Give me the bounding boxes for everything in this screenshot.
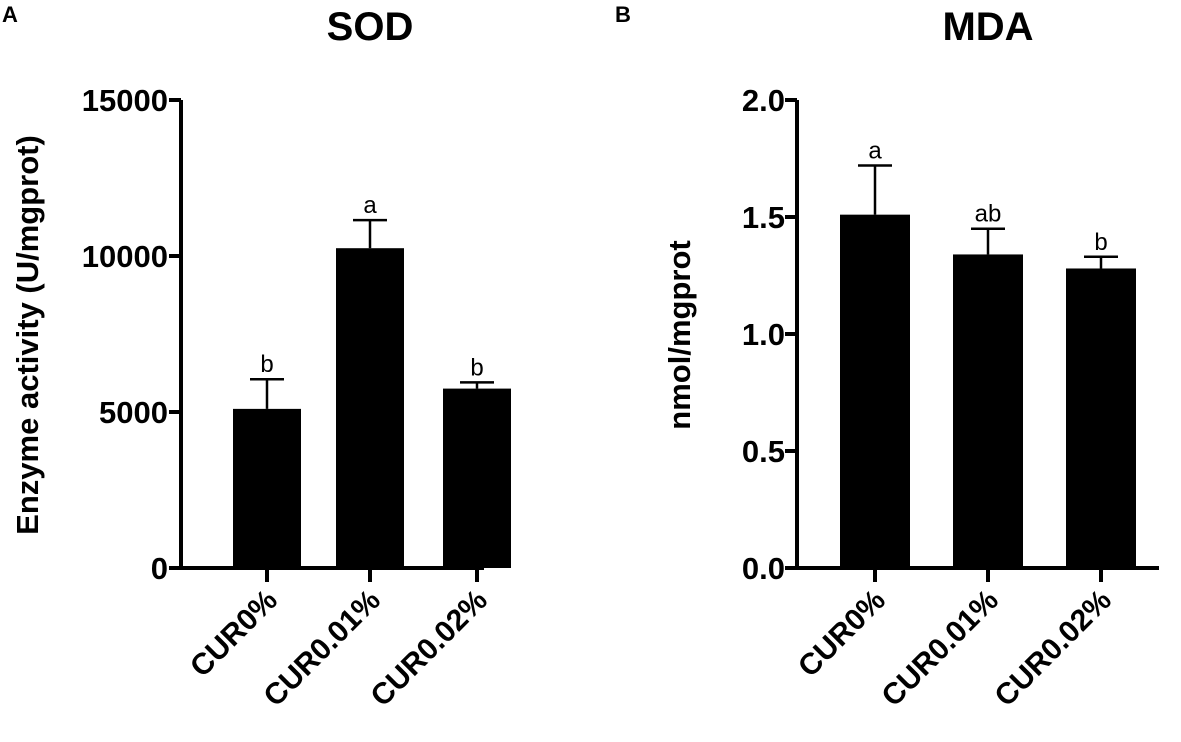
significance-label: ab	[975, 201, 1002, 228]
chart-title: SOD	[327, 5, 414, 49]
y-axis-label: Enzyme activity (U/mgprot)	[10, 135, 45, 535]
bar	[233, 408, 301, 568]
x-tick-label: CUR0.01%	[876, 584, 1005, 713]
y-tick-label: 5000	[99, 395, 168, 430]
chart-title: MDA	[942, 5, 1033, 49]
x-tick-label: CUR0.02%	[989, 584, 1118, 713]
bar	[336, 248, 404, 568]
panel-b: B MDAnmol/mgprotaabb0.00.51.01.52.0CUR0%C…	[615, 2, 1159, 713]
significance-label: a	[363, 192, 377, 219]
bar	[443, 388, 511, 568]
panel-a: A SOD Enzyme activity (U/mgprot) b a b 0 5000 10…	[2, 2, 511, 713]
y-tick-label: 2.0	[742, 83, 785, 118]
panel-letter: B	[615, 2, 631, 27]
y-tick-label: 0	[151, 551, 168, 586]
y-tick-label: 1.0	[742, 317, 785, 352]
y-axis-label: nmol/mgprot	[662, 240, 697, 429]
panel-letter: A	[2, 2, 18, 27]
y-tick-label: 15000	[82, 83, 168, 118]
x-tick-label: CUR0%	[792, 584, 892, 684]
significance-label: a	[868, 138, 882, 165]
significance-label: b	[1094, 229, 1107, 256]
x-tick-label: CUR0.02%	[365, 584, 494, 713]
significance-label: b	[470, 354, 483, 381]
bar	[1066, 268, 1136, 568]
y-tick-label: 0.0	[742, 551, 785, 586]
x-tick-label: CUR0%	[184, 584, 284, 684]
bar	[840, 214, 910, 568]
y-tick-label: 1.5	[742, 200, 785, 235]
significance-label: b	[260, 351, 273, 378]
bar	[953, 254, 1023, 568]
y-tick-label: 10000	[82, 239, 168, 274]
y-tick-label: 0.5	[742, 434, 785, 469]
